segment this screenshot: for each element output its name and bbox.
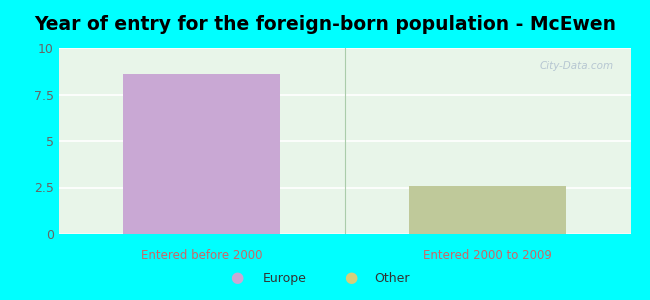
Text: ●: ●: [231, 270, 244, 285]
Text: City-Data.com: City-Data.com: [540, 61, 614, 71]
Text: Year of entry for the foreign-born population - McEwen: Year of entry for the foreign-born popul…: [34, 15, 616, 34]
Bar: [409, 186, 566, 234]
Bar: [123, 74, 280, 234]
Text: Other: Other: [374, 272, 410, 285]
Text: Europe: Europe: [263, 272, 307, 285]
Text: ●: ●: [344, 270, 358, 285]
Text: Entered 2000 to 2009: Entered 2000 to 2009: [423, 249, 552, 262]
Text: Entered before 2000: Entered before 2000: [141, 249, 262, 262]
